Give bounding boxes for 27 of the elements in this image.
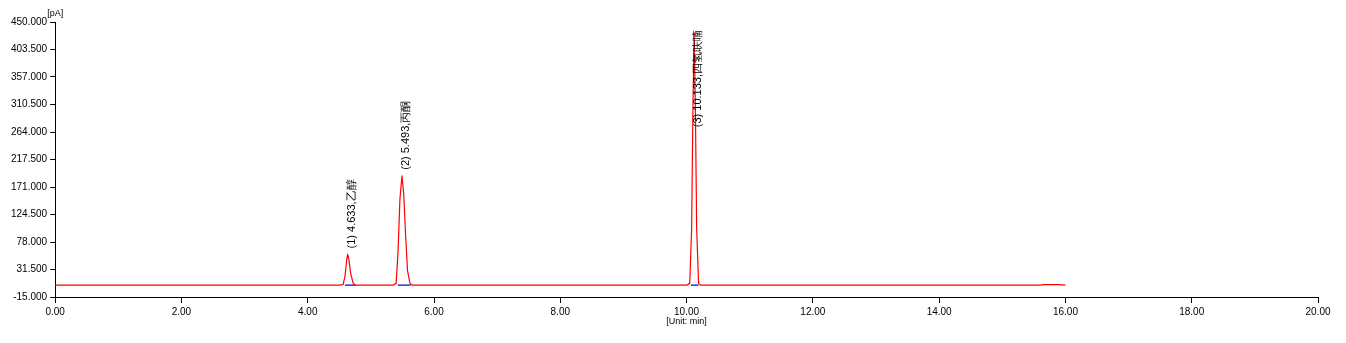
y-tick-label: 124.500 — [10, 208, 48, 220]
y-tick-label: 450.000 — [10, 15, 48, 27]
annotation: (1) 4.633,乙醇 — [344, 179, 357, 249]
y-tick-label: 171.000 — [10, 180, 48, 192]
x-tick-label: 2.00 — [171, 305, 192, 317]
annotation: (3) 10.133,四氢呋喃 — [691, 29, 704, 128]
x-tick-label: 4.00 — [297, 305, 318, 317]
x-tick-label: 10.00 — [674, 305, 700, 317]
x-tick-label: 8.00 — [550, 305, 571, 317]
annotation: (2) 5.493,丙酮 — [399, 100, 412, 170]
y-tick-label: 310.500 — [10, 98, 48, 110]
x-tick-label: 6.00 — [424, 305, 445, 317]
y-tick-label: -15.000 — [13, 290, 48, 302]
x-tick-label: 0.00 — [45, 305, 66, 317]
y-tick-label: 403.500 — [10, 43, 48, 55]
x-tick-label: 12.00 — [800, 305, 826, 317]
y-tick-label: 217.500 — [10, 153, 48, 165]
x-tick-label: 18.00 — [1179, 305, 1205, 317]
y-tick-label: 264.000 — [10, 125, 48, 137]
y-tick-label: 31.500 — [16, 263, 48, 275]
x-tick-label: 20.00 — [1305, 305, 1331, 317]
y-tick-label: 357.000 — [10, 70, 48, 82]
x-tick-label: 16.00 — [1052, 305, 1079, 317]
y-axis-title: [pA] — [47, 7, 64, 18]
x-tick-label: 14.00 — [926, 305, 953, 317]
x-axis-title: [Unit: min] — [666, 315, 707, 326]
y-tick-label: 78.000 — [16, 235, 48, 247]
